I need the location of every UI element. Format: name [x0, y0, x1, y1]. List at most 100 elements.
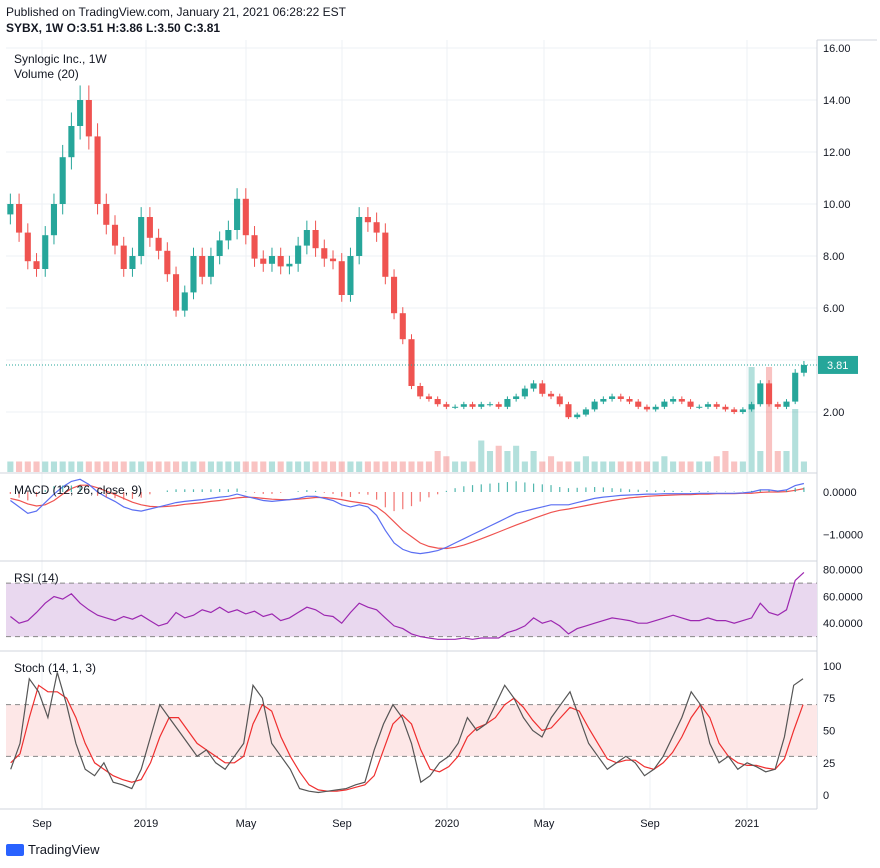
volume-bar: [181, 461, 188, 472]
candle-body: [242, 198, 249, 236]
volume-bar: [129, 461, 136, 472]
volume-bar: [172, 461, 180, 472]
volume-bar: [77, 461, 84, 472]
price-tick-label: 8.00: [823, 251, 844, 263]
candle-body: [251, 235, 258, 259]
x-tick-label: 2020: [435, 818, 459, 830]
candle-body: [600, 399, 607, 402]
candle-body: [530, 383, 537, 389]
indicator-title: MACD (12, 26, close, 9): [14, 483, 142, 497]
volume-bar: [199, 461, 206, 472]
volume-bar: [225, 461, 232, 472]
volume-bar: [792, 409, 799, 472]
candle-body: [783, 401, 790, 407]
candle-body: [722, 406, 729, 410]
price-title: Synlogic Inc., 1W: [14, 52, 107, 66]
last-price-text: 3.81: [827, 360, 848, 372]
volume-bar: [661, 456, 668, 472]
volume-bar: [59, 461, 66, 472]
indicator-title: Stoch (14, 1, 3): [14, 661, 96, 675]
candle-body: [617, 396, 624, 399]
candle-body: [199, 256, 206, 277]
x-tick-label: Sep: [332, 818, 352, 830]
indicator-tick-label: 25: [823, 758, 835, 770]
candle-body: [757, 383, 764, 405]
volume-bar: [312, 461, 319, 472]
volume-bar: [547, 456, 555, 472]
candle-body: [486, 404, 494, 406]
indicator-tick-label: 75: [823, 693, 835, 705]
volume-bar: [504, 451, 511, 472]
volume-title: Volume (20): [14, 67, 79, 81]
candle-body: [425, 396, 432, 399]
volume-bar: [50, 461, 58, 472]
candle-body: [216, 240, 223, 256]
candle-body: [277, 256, 284, 267]
candle-body: [33, 261, 40, 269]
x-tick-label: Sep: [640, 818, 660, 830]
volume-bar: [146, 461, 153, 472]
volume-bar: [678, 461, 685, 472]
candle-body: [59, 157, 66, 204]
chart-labels: Sep 2019 May Sep 2020 May Sep 2021 16.00 14.00 12.…: [14, 43, 863, 830]
candle-body: [670, 399, 677, 402]
band-fill: [6, 704, 817, 757]
volume-bar: [495, 445, 502, 472]
candle-body: [50, 204, 58, 236]
volume-bar: [600, 461, 607, 472]
volume-bar: [574, 461, 581, 472]
volume-bar: [713, 456, 720, 472]
volume-bar: [670, 461, 677, 472]
volume-bar: [783, 451, 790, 472]
rsi-line: [10, 571, 805, 640]
candle-body: [704, 404, 712, 407]
candle-body: [225, 230, 232, 241]
candle-body: [164, 250, 171, 275]
candle-body: [138, 217, 145, 256]
volume-bar: [268, 461, 276, 472]
candle-body: [286, 263, 293, 267]
candle-body: [731, 409, 738, 412]
volume-bar: [748, 367, 755, 472]
candle-body: [268, 256, 276, 264]
volume-bar: [356, 461, 363, 472]
footer-brand[interactable]: TradingView: [6, 842, 100, 857]
volume-bar: [382, 461, 389, 472]
candle-body: [739, 409, 746, 412]
volume-bar: [373, 461, 380, 472]
candle-body: [382, 232, 389, 277]
volume-bar: [643, 461, 651, 472]
candle-body: [399, 313, 406, 340]
indicator-tick-label: 60.0000: [823, 591, 863, 603]
volume-bar: [800, 461, 807, 472]
candle-body: [652, 406, 659, 410]
candle-body: [329, 258, 337, 262]
candle-body: [190, 256, 197, 293]
x-tick-label: May: [534, 818, 555, 830]
candle-body: [234, 198, 241, 230]
candle-body: [800, 364, 807, 373]
volume-bar: [164, 461, 171, 472]
indicator-title: RSI (14): [14, 571, 59, 585]
volume-bar: [338, 461, 345, 472]
volume-bar: [774, 451, 781, 472]
stoch-k-line: [10, 672, 804, 794]
candle-body: [260, 258, 267, 264]
volume-bar: [539, 461, 546, 472]
candle-body: [94, 136, 101, 204]
volume-bar: [16, 461, 23, 472]
x-tick-label: 2021: [735, 818, 759, 830]
last-price-badge: [818, 355, 858, 374]
candle-body: [295, 245, 302, 264]
volume-bar: [138, 461, 145, 472]
candle-body: [338, 261, 345, 295]
volume-bar: [626, 461, 633, 472]
panels: [0, 39, 877, 810]
candle-body: [155, 237, 162, 251]
candle-body: [643, 406, 651, 410]
volume-bar: [687, 461, 694, 472]
volume-bar: [722, 451, 729, 472]
candle-body: [356, 217, 363, 256]
candle-body: [635, 401, 642, 407]
candle-body: [391, 276, 398, 314]
